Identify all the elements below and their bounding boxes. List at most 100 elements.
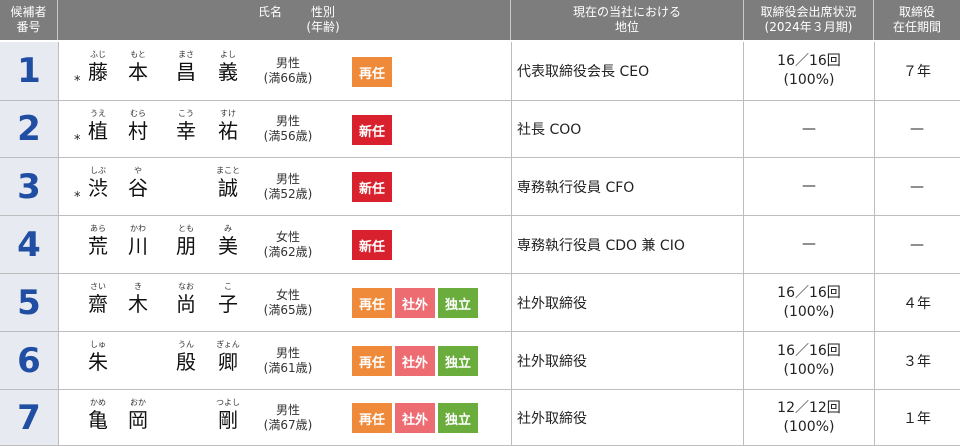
name-cell: * うえ植むら村こう幸すけ祐男性 (満56歳) 新任 bbox=[58, 101, 512, 157]
header-text: 性別 bbox=[310, 5, 335, 19]
furigana: まこと bbox=[216, 166, 240, 175]
kanji: 美 bbox=[218, 234, 238, 258]
furigana: あら bbox=[90, 224, 106, 233]
gender-age: 男性 (満56歳) bbox=[260, 101, 316, 157]
name-char: ぎょん卿 bbox=[210, 340, 246, 374]
header-board-attendance: 取締役会出席状況 (2024年３月期) bbox=[744, 0, 874, 40]
kanji: 荒 bbox=[88, 234, 108, 258]
name-char: しゅ朱 bbox=[80, 340, 116, 374]
candidate-row: 3 * しぶ渋や谷まこと誠男性 (満52歳) 新任 専務執行役員 CFO — — bbox=[0, 158, 960, 216]
current-position: 専務執行役員 CFO bbox=[511, 158, 744, 215]
kanji: 本 bbox=[128, 60, 148, 84]
header-text: 取締役会出席状況 bbox=[760, 5, 857, 19]
name-char: まさ昌 bbox=[168, 50, 204, 84]
gender-text: 男性 bbox=[275, 171, 300, 186]
name-char: うえ植 bbox=[80, 109, 116, 143]
director-tenure: １年 bbox=[903, 410, 931, 427]
kanji: 川 bbox=[128, 234, 148, 258]
director-tenure: — bbox=[910, 121, 924, 137]
kanji: 殷 bbox=[176, 350, 196, 374]
board-attendance: 16／16回 (100%) bbox=[744, 332, 875, 389]
board-attendance: — bbox=[744, 101, 875, 157]
current-position: 専務執行役員 CDO 兼 CIO bbox=[511, 216, 744, 273]
badge-reappoint: 再任 bbox=[352, 403, 392, 433]
furigana: こう bbox=[178, 109, 194, 118]
candidate-number: 2 bbox=[0, 101, 59, 157]
attendance-text: (100%) bbox=[783, 303, 835, 320]
attendance-text: (100%) bbox=[783, 72, 835, 88]
gender-age: 女性 (満65歳) bbox=[260, 274, 316, 331]
furigana: まさ bbox=[178, 50, 194, 59]
furigana: しぶ bbox=[90, 166, 106, 175]
furigana: おか bbox=[130, 398, 146, 407]
kanji: 尚 bbox=[176, 292, 196, 316]
name-char: あら荒 bbox=[80, 224, 116, 258]
age-text: (満52歳) bbox=[263, 186, 313, 201]
kanji: 朋 bbox=[176, 234, 196, 258]
name-char: しぶ渋 bbox=[80, 166, 116, 200]
candidate-number: 7 bbox=[0, 390, 59, 445]
candidate-number: 4 bbox=[0, 216, 59, 273]
current-position: 社長 COO bbox=[511, 101, 744, 157]
age-text: (満65歳) bbox=[263, 302, 313, 317]
name-char: み美 bbox=[210, 224, 246, 258]
header-name-gender: 氏名 性別 (年齢) bbox=[58, 0, 511, 40]
director-tenure: ３年 bbox=[903, 353, 931, 370]
kanji: 卿 bbox=[218, 350, 238, 374]
board-attendance: 16／16回 (100%) bbox=[744, 274, 875, 331]
name-char: かめ亀 bbox=[80, 398, 116, 432]
header-text: (年齢) bbox=[306, 20, 340, 34]
director-tenure: — bbox=[910, 178, 924, 195]
header-text: 現在の当社における bbox=[572, 5, 681, 19]
attendance-text: — bbox=[802, 236, 816, 252]
furigana: しゅ bbox=[90, 340, 106, 349]
name-char: き木 bbox=[120, 282, 156, 316]
director-tenure: ７年 bbox=[903, 64, 931, 80]
attendance-text: 16／16回 bbox=[777, 342, 841, 359]
name-cell: かめ亀おか岡つよし剛男性 (満67歳) 再任 社外 独立 bbox=[58, 390, 512, 445]
name-char: とも朋 bbox=[168, 224, 204, 258]
badge-independent: 独立 bbox=[438, 403, 478, 433]
attendance-text: 12／12回 bbox=[777, 399, 841, 416]
kanji: 谷 bbox=[128, 176, 148, 200]
kanji: 祐 bbox=[218, 119, 238, 143]
kanji: 植 bbox=[88, 119, 108, 143]
furigana: かわ bbox=[130, 224, 146, 233]
badge-independent: 独立 bbox=[438, 288, 478, 318]
name-char: うん殷 bbox=[168, 340, 204, 374]
age-text: (満62歳) bbox=[263, 244, 313, 259]
header-current-position: 現在の当社における 地位 bbox=[511, 0, 744, 40]
furigana: つよし bbox=[216, 398, 240, 407]
director-tenure: ４年 bbox=[903, 295, 931, 312]
header-text: 候補者 bbox=[10, 5, 47, 19]
name-char: まこと誠 bbox=[210, 166, 246, 200]
furigana: うえ bbox=[90, 109, 106, 118]
board-attendance: 16／16回 (100%) bbox=[744, 42, 875, 100]
badge-outside: 社外 bbox=[395, 403, 435, 433]
furigana: さい bbox=[90, 282, 106, 291]
gender-age: 男性 (満61歳) bbox=[260, 332, 316, 389]
kanji: 幸 bbox=[176, 119, 196, 143]
name-char: ふじ藤 bbox=[80, 50, 116, 84]
furigana: むら bbox=[130, 109, 146, 118]
badge-reappoint: 再任 bbox=[352, 57, 392, 87]
header-text: 氏名 bbox=[258, 5, 283, 19]
header-text: (2024年３月期) bbox=[764, 20, 853, 34]
name-cell: * ふじ藤もと本まさ昌よし義男性 (満66歳) 再任 bbox=[58, 42, 512, 100]
board-attendance: — bbox=[744, 216, 875, 273]
furigana: すけ bbox=[220, 109, 236, 118]
furigana bbox=[120, 340, 156, 350]
kanji: 昌 bbox=[176, 60, 196, 84]
badge-new: 新任 bbox=[352, 172, 392, 202]
header-director-tenure: 取締役 在任期間 bbox=[874, 0, 960, 40]
candidate-row: 4 あら荒かわ川とも朋み美女性 (満62歳) 新任 専務執行役員 CDO 兼 CIO — — bbox=[0, 216, 960, 274]
gender-text: 女性 bbox=[275, 287, 300, 302]
badge-new: 新任 bbox=[352, 115, 392, 145]
header-text: 取締役 bbox=[898, 5, 935, 19]
kanji: 亀 bbox=[88, 408, 108, 432]
current-position: 社外取締役 bbox=[511, 332, 744, 389]
kanji: 剛 bbox=[218, 408, 238, 432]
name-char bbox=[120, 340, 156, 350]
age-text: (満67歳) bbox=[263, 417, 313, 432]
furigana: もと bbox=[130, 50, 146, 59]
